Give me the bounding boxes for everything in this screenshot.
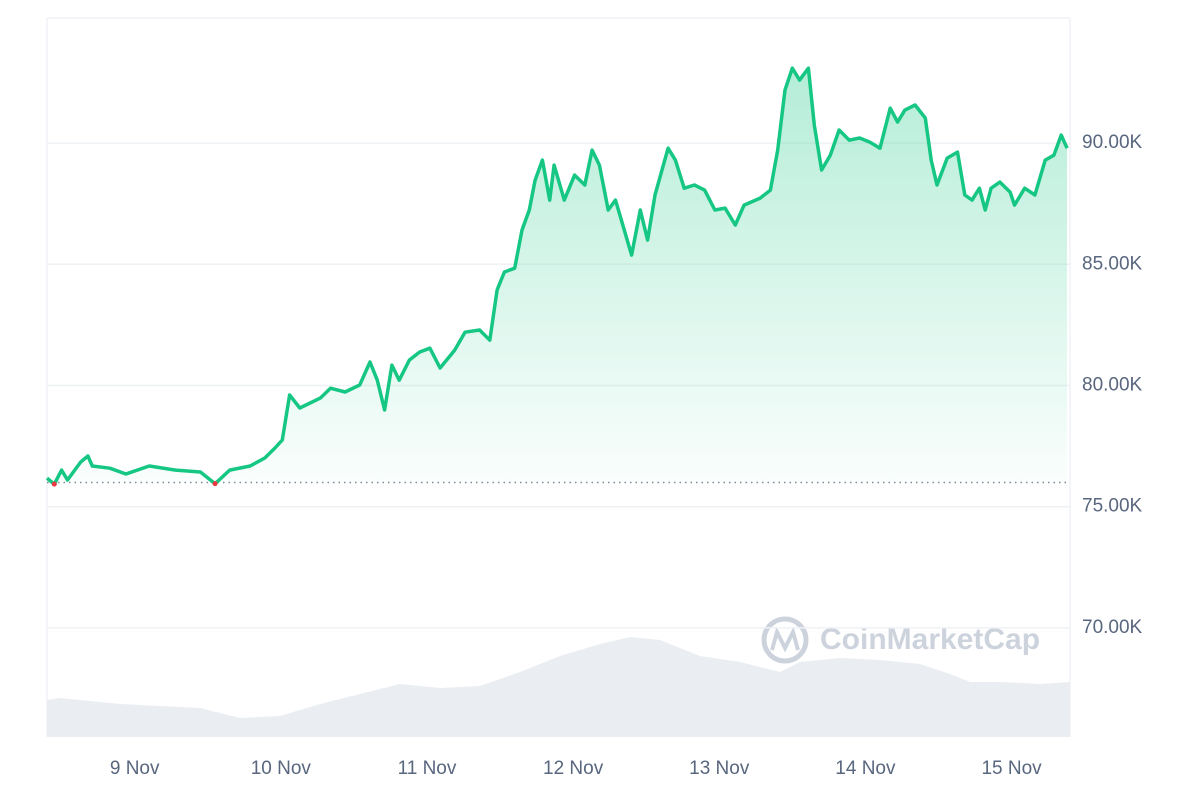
below-baseline-point [212, 481, 218, 487]
price-line [45, 66, 1069, 486]
x-tick-label: 15 Nov [981, 758, 1042, 779]
y-tick-label: 75.00K [1082, 496, 1143, 517]
below-baseline-point [51, 481, 57, 487]
volume-area [47, 637, 1070, 737]
x-tick-label: 11 Nov [398, 758, 457, 779]
watermark-logo [761, 616, 809, 664]
x-tick-label: 12 Nov [543, 758, 604, 779]
x-tick-label: 14 Nov [835, 758, 896, 779]
y-tick-label: 80.00K [1082, 375, 1143, 396]
x-tick-label: 10 Nov [251, 758, 312, 779]
y-tick-label: 90.00K [1082, 132, 1143, 153]
price-area [47, 68, 1068, 483]
y-tick-label: 85.00K [1082, 253, 1143, 274]
watermark: CoinMarketCap [761, 616, 1040, 664]
y-tick-label: 70.00K [1082, 617, 1143, 638]
x-tick-label: 13 Nov [689, 758, 750, 779]
watermark-logo-mark [770, 626, 800, 653]
x-tick-label: 9 Nov [110, 758, 160, 779]
